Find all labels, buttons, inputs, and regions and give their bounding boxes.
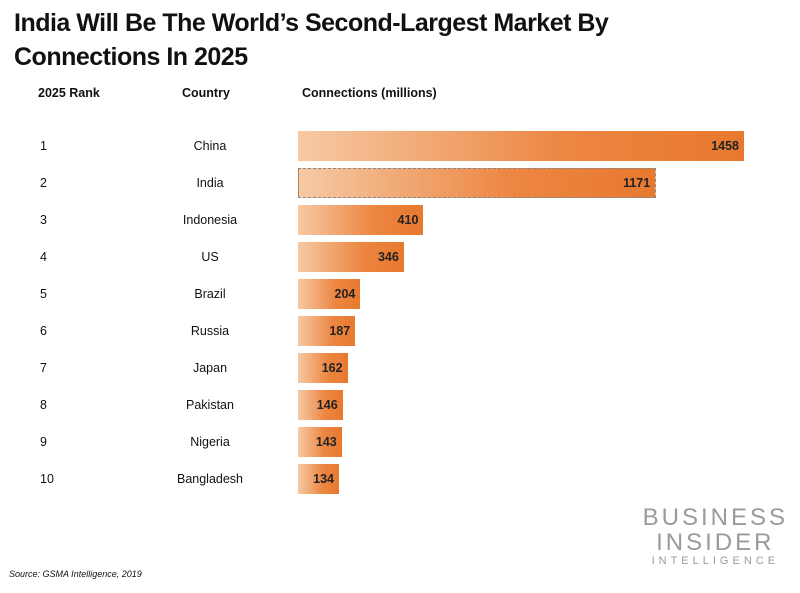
bar-india: 1171 (298, 168, 657, 198)
value-label: 187 (329, 324, 351, 338)
logo-line2: INSIDER (656, 529, 775, 556)
rank-label: 9 (40, 435, 47, 449)
header-rank: 2025 Rank (38, 86, 100, 100)
bar-us: 346 (298, 242, 404, 272)
bar-russia: 187 (298, 316, 356, 346)
country-label: China (193, 139, 227, 153)
header-connections: Connections (millions) (302, 86, 437, 100)
country-label: US (201, 250, 219, 264)
value-label: 146 (316, 398, 338, 412)
chart-title: India Will Be The World’s Second-Largest… (14, 9, 609, 71)
bar-nigeria: 143 (298, 427, 342, 457)
bar-japan: 162 (298, 353, 348, 383)
country-label: Brazil (194, 287, 226, 301)
value-label: 346 (377, 250, 399, 264)
rank-label: 10 (40, 472, 54, 486)
logo-line3: INTELLIGENCE (651, 555, 780, 567)
rank-label: 5 (40, 287, 47, 301)
value-label: 204 (334, 287, 356, 301)
country-label: Russia (190, 324, 230, 338)
country-label: Pakistan (186, 398, 234, 412)
bar-brazil: 204 (298, 279, 361, 309)
rank-label: 6 (40, 324, 47, 338)
logo-line1: BUSINESS (642, 504, 788, 531)
country-label: India (196, 176, 224, 190)
rank-label: 2 (40, 176, 47, 190)
rank-label: 3 (40, 213, 47, 227)
country-label: Bangladesh (176, 472, 244, 486)
country-label: Indonesia (182, 213, 238, 227)
rank-label: 7 (40, 361, 47, 375)
bar-pakistan: 146 (298, 390, 343, 420)
rank-label: 8 (40, 398, 47, 412)
value-label: 1458 (711, 139, 739, 153)
bar-bangladesh: 134 (298, 464, 339, 494)
country-label: Nigeria (190, 435, 230, 449)
rank-label: 4 (40, 250, 47, 264)
header-country: Country (182, 86, 230, 100)
business-insider-logo: BUSINESS INSIDER INTELLIGENCE (643, 505, 788, 567)
value-label: 1171 (623, 176, 651, 190)
value-label: 410 (397, 213, 419, 227)
value-label: 143 (315, 435, 337, 449)
value-label: 162 (321, 361, 343, 375)
value-label: 134 (313, 472, 334, 486)
source-note: Source: GSMA Intelligence, 2019 (9, 569, 142, 579)
bar-china: 1458 (298, 131, 744, 161)
country-label: Japan (192, 361, 228, 375)
bar-indonesia: 410 (298, 205, 424, 235)
rank-label: 1 (40, 139, 47, 153)
